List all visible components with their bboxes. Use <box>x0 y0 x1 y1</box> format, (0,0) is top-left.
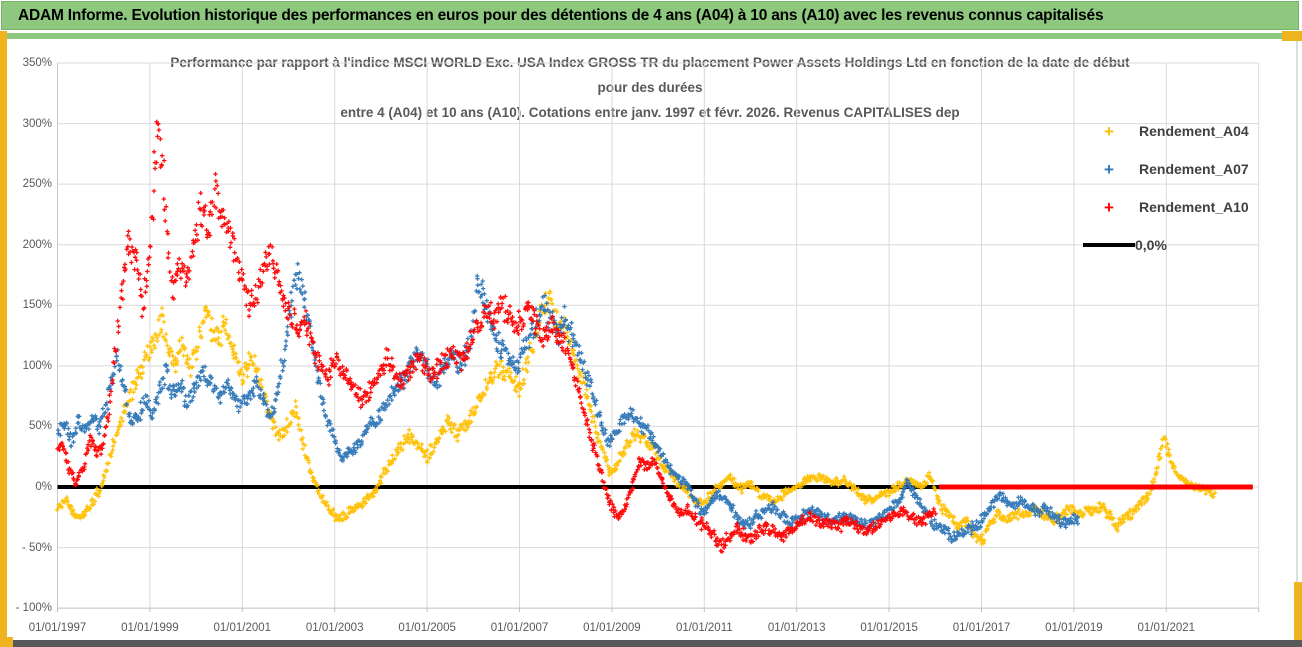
y-tick-label: 50% <box>28 420 52 433</box>
x-tick-label: 01/01/2009 <box>583 622 641 634</box>
zero-line-sample <box>1083 243 1135 247</box>
chart-title-line-1: Performance par rapport à l'indice MSCI … <box>170 55 1130 70</box>
frame-bottom-right-corner <box>1294 582 1302 641</box>
frame-top-right-corner <box>1282 31 1302 41</box>
header-strip <box>7 33 1289 39</box>
legend-label: Rendement_A10 <box>1139 199 1249 215</box>
y-tick-label: - 50% <box>21 541 52 554</box>
x-tick-label: 01/01/2013 <box>767 622 826 634</box>
y-tick-label: 100% <box>22 359 52 372</box>
legend-label: Rendement_A07 <box>1139 161 1249 177</box>
bottom-bar <box>0 640 1302 647</box>
x-tick-label: 01/01/2011 <box>675 622 733 634</box>
chart-title-line-3: entre 4 (A04) et 10 ans (A10). Cotations… <box>340 105 960 120</box>
y-tick-label: - 100% <box>15 602 52 615</box>
x-tick-label: 01/01/2007 <box>490 622 549 634</box>
chart-title-line-2: pour des durées <box>597 80 703 95</box>
frame-bottom-left-corner <box>0 637 13 647</box>
frame-left-border <box>0 31 7 640</box>
legend-label: 0,0% <box>1135 237 1167 253</box>
x-tick-label: 01/01/1997 <box>28 622 87 634</box>
plus-marker-icon: + <box>1104 121 1114 141</box>
x-tick-label: 01/01/2019 <box>1045 622 1103 634</box>
header-title: ADAM Informe. Evolution historique des p… <box>18 6 1104 24</box>
legend-item-rendement-a10: + Rendement_A10 <box>1083 188 1283 226</box>
legend-label: Rendement_A04 <box>1139 123 1249 139</box>
x-tick-label: 01/01/2001 <box>213 622 272 634</box>
x-tick-label: 01/01/2003 <box>305 622 364 634</box>
y-tick-label: 350% <box>22 57 52 69</box>
y-tick-label: 250% <box>22 178 52 191</box>
plus-marker-icon: + <box>1104 197 1114 217</box>
header-bar: ADAM Informe. Evolution historique des p… <box>1 1 1299 30</box>
x-tick-label: 01/01/2021 <box>1137 622 1196 634</box>
x-tick-label: 01/01/2017 <box>952 622 1011 634</box>
y-tick-label: 200% <box>22 238 52 251</box>
plus-marker-icon: + <box>1104 159 1114 179</box>
legend: + Rendement_A04 + Rendement_A07 + Rendem… <box>1083 112 1283 264</box>
y-tick-label: 0% <box>35 481 52 493</box>
frame-right-border <box>1296 41 1298 582</box>
legend-item-zero-line: 0,0% <box>1083 226 1283 264</box>
legend-item-rendement-a07: + Rendement_A07 <box>1083 150 1283 188</box>
y-tick-label: 150% <box>22 299 52 312</box>
y-tick-label: 300% <box>22 117 52 130</box>
x-tick-label: 01/01/2005 <box>398 622 456 634</box>
x-tick-label: 01/01/1999 <box>121 622 179 634</box>
legend-item-rendement-a04: + Rendement_A04 <box>1083 112 1283 150</box>
chart-title: Performance par rapport à l'indice MSCI … <box>130 50 1170 125</box>
x-tick-label: 01/01/2015 <box>860 622 918 634</box>
